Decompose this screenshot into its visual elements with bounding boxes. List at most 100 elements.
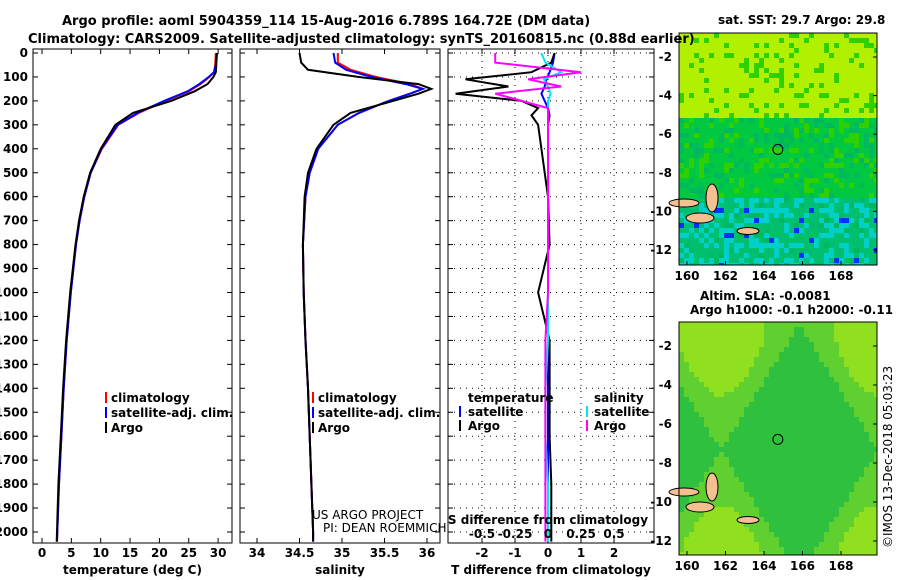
map-pixel (689, 457, 694, 462)
map-pixel (764, 58, 769, 63)
map-pixel (874, 497, 877, 502)
map-pixel (834, 487, 839, 492)
map-pixel (724, 337, 729, 342)
map-pixel (874, 188, 877, 193)
map-pixel (824, 38, 829, 43)
map-pixel (779, 43, 784, 48)
map-lon-label: 162 (713, 269, 738, 283)
map-pixel (749, 118, 754, 123)
map-pixel (734, 417, 739, 422)
map-pixel (724, 407, 729, 412)
map-pixel (749, 78, 754, 83)
map-pixel (829, 552, 834, 555)
x-tick-label: 34.5 (285, 546, 315, 560)
map-pixel (834, 517, 839, 522)
map-pixel (814, 248, 819, 253)
map-pixel (734, 223, 739, 228)
map-pixel (869, 527, 874, 532)
map-pixel (869, 492, 874, 497)
map-pixel (779, 337, 784, 342)
map-pixel (709, 322, 714, 327)
map-pixel (844, 522, 849, 527)
map-pixel (739, 347, 744, 352)
map-pixel (834, 427, 839, 432)
map-pixel (774, 542, 779, 547)
map-pixel (854, 218, 859, 223)
map-pixel (769, 422, 774, 427)
map-pixel (719, 402, 724, 407)
map-pixel (769, 412, 774, 417)
map-pixel (729, 258, 734, 263)
map-pixel (694, 437, 699, 442)
map-pixel (854, 477, 859, 482)
map-pixel (704, 78, 709, 83)
map-pixel (834, 68, 839, 73)
map-pixel (814, 173, 819, 178)
map-pixel (784, 447, 789, 452)
map-pixel (754, 397, 759, 402)
map-pixel (854, 68, 859, 73)
map-pixel (744, 78, 749, 83)
map-pixel (689, 532, 694, 537)
map-pixel (749, 208, 754, 213)
map-pixel (824, 208, 829, 213)
map-pixel (779, 417, 784, 422)
map-pixel (799, 258, 804, 263)
map-pixel (794, 63, 799, 68)
map-pixel (694, 118, 699, 123)
map-pixel (799, 507, 804, 512)
map-pixel (794, 357, 799, 362)
map-pixel (849, 203, 854, 208)
map-pixel (749, 148, 754, 153)
map-pixel (814, 552, 819, 555)
map-pixel (734, 352, 739, 357)
map-pixel (804, 472, 809, 477)
map-pixel (699, 128, 704, 133)
map-pixel (794, 148, 799, 153)
map-pixel (679, 73, 684, 78)
map-pixel (729, 178, 734, 183)
map-pixel (839, 502, 844, 507)
map-pixel (869, 417, 874, 422)
map-pixel (694, 138, 699, 143)
map-pixel (744, 387, 749, 392)
depth-tick-label: 1700 (0, 453, 28, 467)
map-pixel (734, 367, 739, 372)
map-pixel (754, 148, 759, 153)
map-pixel (774, 362, 779, 367)
map-pixel (734, 218, 739, 223)
map-pixel (749, 128, 754, 133)
map-pixel (859, 263, 864, 265)
map-pixel (704, 327, 709, 332)
map-pixel (839, 68, 844, 73)
map-pixel (804, 78, 809, 83)
map-pixel (779, 352, 784, 357)
map-pixel (834, 412, 839, 417)
map-pixel (864, 482, 869, 487)
map-pixel (714, 143, 719, 148)
map-pixel (739, 442, 744, 447)
map-pixel (759, 148, 764, 153)
map-pixel (789, 487, 794, 492)
map-pixel (854, 223, 859, 228)
map-pixel (829, 93, 834, 98)
map-pixel (874, 228, 877, 233)
map-pixel (699, 153, 704, 158)
map-pixel (744, 507, 749, 512)
map-pixel (779, 367, 784, 372)
map-pixel (839, 527, 844, 532)
map-pixel (764, 552, 769, 555)
map-pixel (814, 258, 819, 263)
map-pixel (769, 367, 774, 372)
map-pixel (849, 33, 854, 38)
map-pixel (724, 362, 729, 367)
map-pixel (754, 73, 759, 78)
map-pixel (829, 542, 834, 547)
map-pixel (704, 372, 709, 377)
map-pixel (784, 73, 789, 78)
map-pixel (874, 507, 877, 512)
map-pixel (829, 118, 834, 123)
map-pixel (754, 472, 759, 477)
map-pixel (734, 357, 739, 362)
depth-tick-label: 800 (3, 238, 28, 252)
